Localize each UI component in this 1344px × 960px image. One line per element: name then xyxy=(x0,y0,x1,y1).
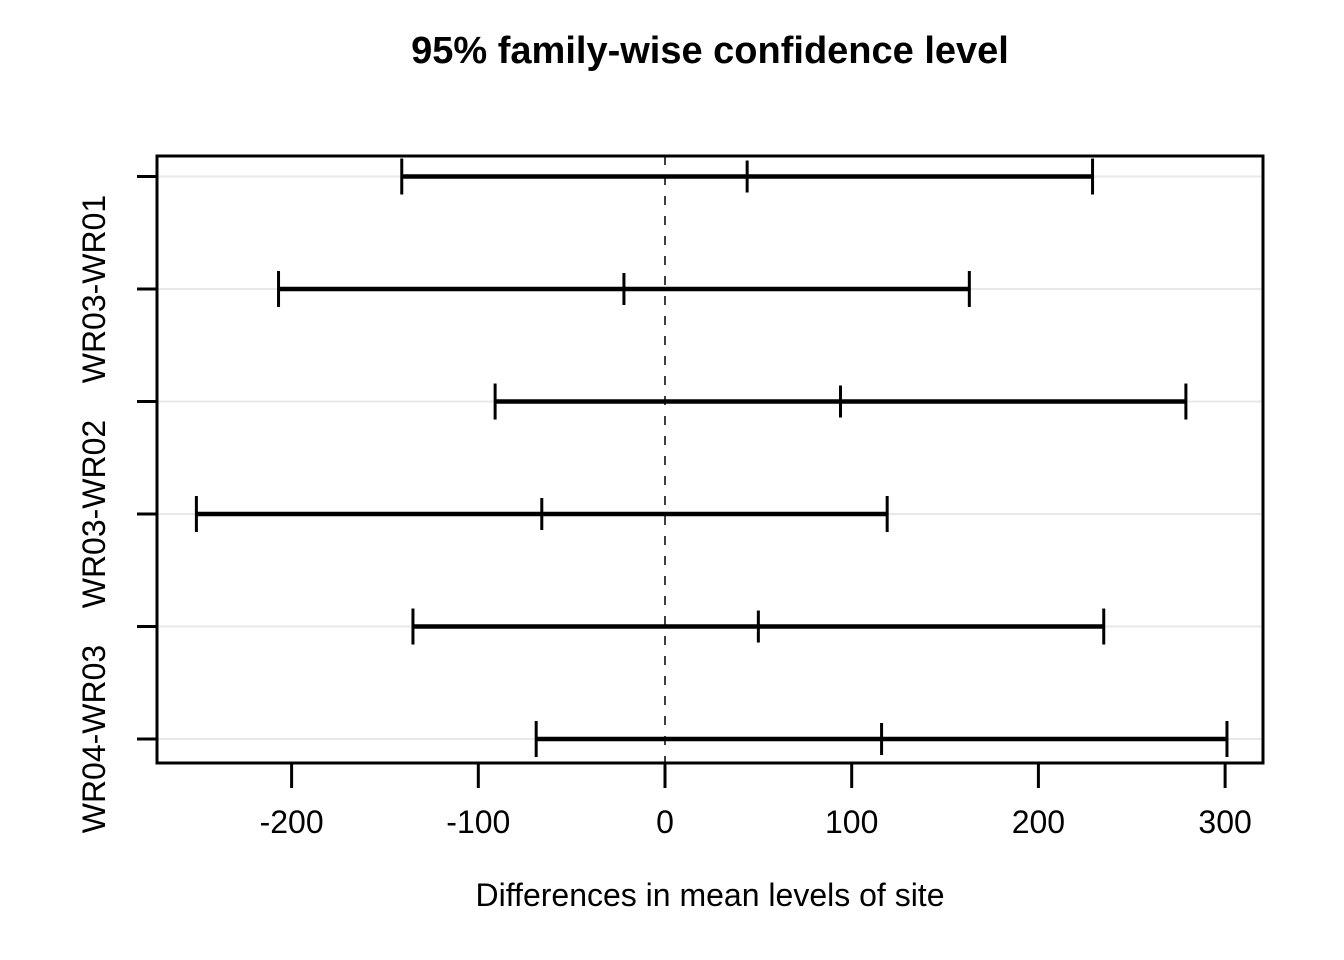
x-tick-label: -100 xyxy=(446,804,510,840)
x-tick-label: 200 xyxy=(1012,804,1065,840)
x-tick-label: 300 xyxy=(1198,804,1251,840)
plot-border xyxy=(155,154,1265,765)
y-axis-tick-label: WR03-WR01 xyxy=(76,195,112,383)
chart-title: 95% family-wise confidence level xyxy=(411,30,1009,72)
x-tick-label: -200 xyxy=(260,804,324,840)
y-axis-tick-label: WR04-WR03 xyxy=(76,645,112,833)
x-axis-label: Differences in mean levels of site xyxy=(475,877,945,913)
y-axis-tick-label: WR03-WR02 xyxy=(76,420,112,608)
x-tick-label: 100 xyxy=(825,804,878,840)
x-tick-label: 0 xyxy=(656,804,674,840)
